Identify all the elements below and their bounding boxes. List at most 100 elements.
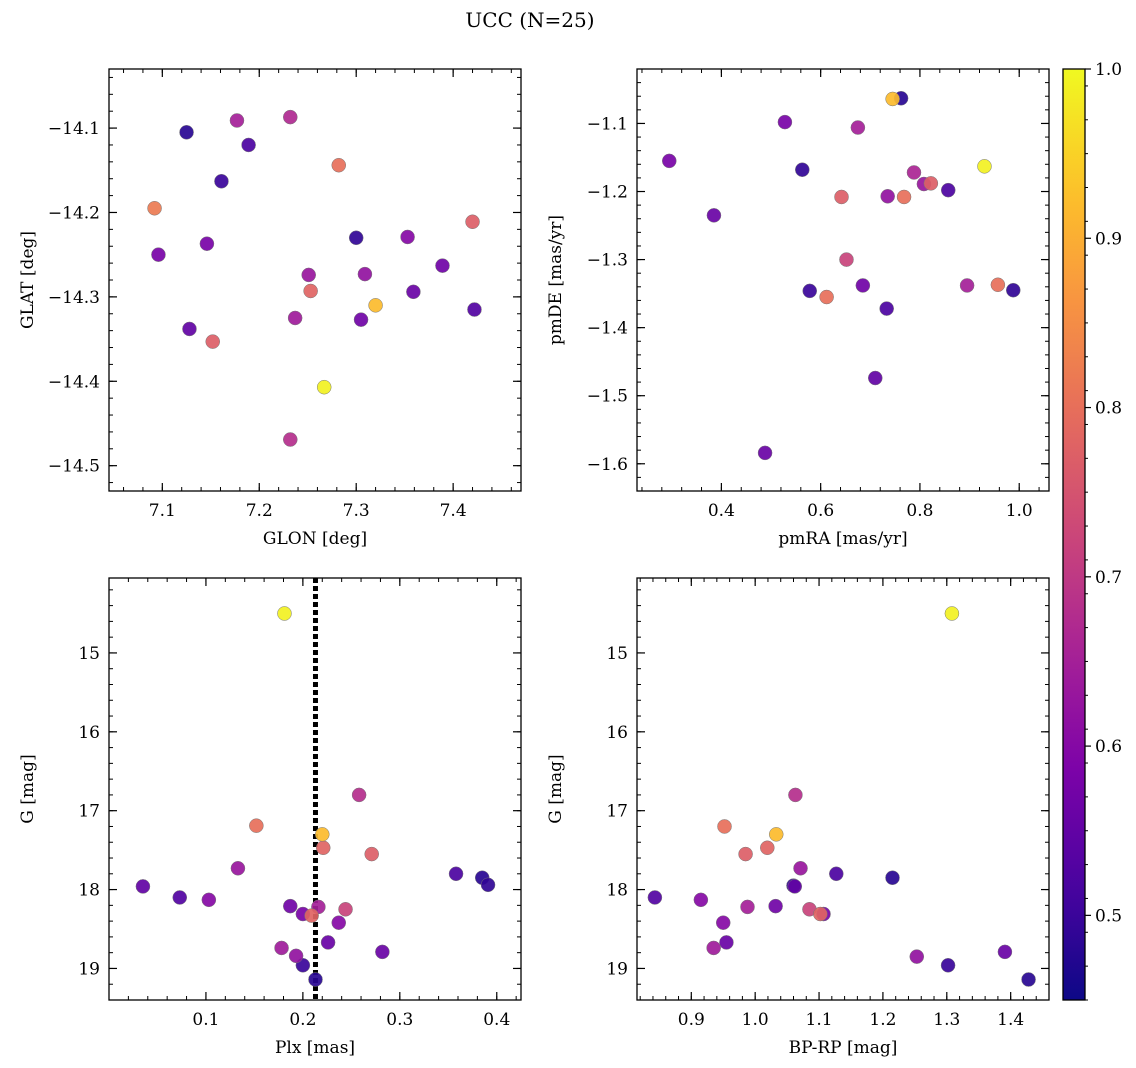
scatter-point <box>315 827 330 842</box>
scatter-point <box>241 137 256 153</box>
x-axis-label: Plx [mas] <box>275 1038 355 1058</box>
scatter-point <box>768 898 783 914</box>
y-tick-label: 18 <box>78 881 100 901</box>
scatter-point <box>906 165 922 180</box>
y-tick-label: −1.3 <box>587 251 628 271</box>
x-tick-label: 0.4 <box>708 501 735 521</box>
scatter-point <box>283 898 298 914</box>
scatter-point <box>1021 972 1036 987</box>
scatter-point <box>647 890 663 905</box>
panel-3: 0.1 0.2 0.3 0.4 15 16 17 18 19 Plx [mas] G [mag] <box>18 577 522 1058</box>
scatter-point <box>802 283 817 299</box>
scatter-point <box>465 214 480 230</box>
x-tick-label: 1.1 <box>806 1010 833 1030</box>
scatter-point <box>375 944 390 960</box>
x-tick-label: 0.3 <box>386 1010 413 1030</box>
scatter-point <box>977 159 992 174</box>
scatter-point <box>308 972 323 987</box>
scatter-point <box>896 189 912 205</box>
scatter-point <box>717 819 732 834</box>
scatter-point <box>1006 282 1021 298</box>
y-tick-label: −14.4 <box>48 372 100 392</box>
x-tick-label: 7.1 <box>149 501 176 521</box>
scatter-point <box>400 229 415 245</box>
y-axis-label: G [mag] <box>546 754 566 823</box>
scatter-point <box>839 252 854 267</box>
scatter-point <box>179 125 194 140</box>
x-tick-label: 0.1 <box>192 1010 219 1030</box>
figure-title: UCC (N=25) <box>465 8 594 32</box>
scatter-point <box>331 915 347 930</box>
scatter-point <box>230 861 246 876</box>
scatter-point <box>880 189 895 204</box>
scatter-point <box>357 266 373 282</box>
scatter-point <box>885 870 900 885</box>
x-tick-label: 0.8 <box>906 501 933 521</box>
scatter-point <box>923 176 939 191</box>
scatter-point <box>715 915 731 930</box>
scatter-point <box>885 91 900 107</box>
y-tick-label: 19 <box>78 959 100 979</box>
y-tick-label: 17 <box>606 802 628 822</box>
points <box>662 91 1021 461</box>
y-tick-label: −1.6 <box>587 455 628 475</box>
scatter-point <box>315 840 331 856</box>
ticks <box>637 68 1049 492</box>
scatter-point <box>283 109 298 125</box>
scatter-point <box>940 182 956 198</box>
y-tick-label: 16 <box>606 723 628 743</box>
points <box>647 606 1036 987</box>
scatter-point <box>135 879 151 894</box>
scatter-point <box>662 153 677 169</box>
x-tick-label: 1.0 <box>742 1010 769 1030</box>
colorbar-tick-label: 1.0 <box>1095 60 1122 80</box>
scatter-point <box>740 899 755 915</box>
panel-1: 7.1 7.2 7.3 7.4 −14.1 −14.2 −14.3 −14.4 −14.5 GLO… <box>18 68 522 549</box>
scatter-point <box>829 866 844 882</box>
scatter-point <box>940 958 956 973</box>
scatter-point <box>777 114 793 130</box>
scatter-point <box>435 258 450 273</box>
scatter-point <box>277 606 292 621</box>
scatter-point <box>364 846 379 862</box>
y-tick-label: −14.1 <box>48 119 100 139</box>
colorbar-tick-label: 0.6 <box>1095 737 1122 757</box>
x-tick-label: 1.0 <box>1006 501 1033 521</box>
colorbar-tick-label: 0.7 <box>1095 568 1122 588</box>
scatter-point <box>719 935 734 950</box>
x-tick-label: 0.9 <box>678 1010 705 1030</box>
scatter-point <box>909 949 925 964</box>
panel-2: 0.4 0.6 0.8 1.0 −1.1 −1.2 −1.3 −1.4 −1.5 −1.6 pmRA… <box>546 68 1050 549</box>
y-tick-label: −14.3 <box>48 288 100 308</box>
y-tick-label: −1.2 <box>587 183 628 203</box>
scatter-point <box>303 283 318 299</box>
y-tick-label: −14.2 <box>48 203 100 223</box>
y-tick-label: −1.5 <box>587 387 628 407</box>
scatter-point <box>819 289 834 305</box>
scatter-point <box>990 277 1006 293</box>
scatter-point <box>813 906 828 922</box>
colorbar: 0.5 0.6 0.7 0.8 0.9 1.0 <box>1062 60 1122 1001</box>
x-tick-label: 7.2 <box>246 501 273 521</box>
scatter-point <box>353 312 369 327</box>
x-tick-label: 0.2 <box>289 1010 316 1030</box>
scatter-point <box>274 940 289 956</box>
scatter-point <box>316 379 332 395</box>
y-tick-label: 15 <box>606 644 628 664</box>
axes-frame <box>108 577 522 1001</box>
x-tick-label: 7.4 <box>440 501 467 521</box>
scatter-point <box>338 902 353 917</box>
points <box>147 109 482 447</box>
scatter-point <box>199 236 215 251</box>
x-tick-label: 1.2 <box>869 1010 896 1030</box>
scatter-point <box>448 866 464 882</box>
x-tick-label: 1.3 <box>933 1010 960 1030</box>
scatter-point <box>320 935 336 950</box>
axes-frame <box>108 68 522 492</box>
scatter-point <box>147 201 162 216</box>
scatter-point <box>738 846 753 862</box>
scatter-point <box>172 890 188 905</box>
scatter-point <box>249 818 264 833</box>
scatter-point <box>855 278 871 293</box>
